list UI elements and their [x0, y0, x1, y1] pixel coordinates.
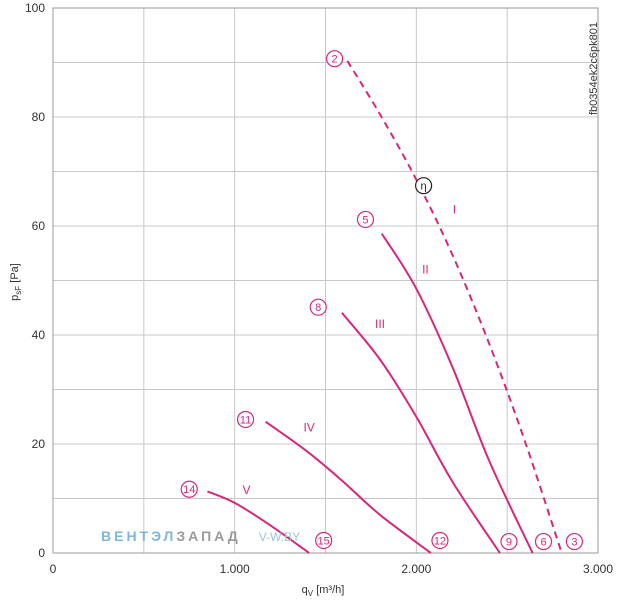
y-tick-label: 60	[32, 219, 46, 233]
y-tick-label: 100	[25, 1, 45, 15]
marker-8: 8	[309, 298, 327, 316]
marker-eta: η	[415, 177, 433, 195]
marker-label: 8	[315, 302, 321, 314]
marker-circle	[236, 410, 255, 429]
marker-circle	[500, 532, 518, 551]
marker-label: 12	[434, 535, 446, 547]
marker-5: 5	[356, 210, 375, 229]
curves	[207, 60, 563, 554]
grid	[53, 8, 598, 553]
y-tick-label: 0	[38, 546, 45, 560]
watermark-part3: V-W.BY	[259, 530, 300, 544]
curve-i	[346, 60, 563, 554]
marker-12: 12	[431, 531, 449, 550]
marker-15: 15	[315, 531, 333, 550]
marker-circle	[356, 210, 375, 229]
marker-label: 6	[540, 537, 546, 549]
marker-circle	[565, 532, 583, 551]
marker-circle	[325, 50, 344, 68]
marker-circle	[309, 298, 327, 316]
x-tick-label: 1.000	[220, 562, 250, 576]
marker-6: 6	[534, 532, 553, 551]
marker-label: 9	[506, 537, 512, 549]
watermark-part1: ВЕНТЭЛ	[101, 528, 176, 544]
curve-ii	[380, 233, 534, 554]
marker-14: 14	[180, 480, 198, 498]
marker-9: 9	[500, 532, 518, 551]
y-tick-label: 40	[32, 328, 46, 342]
marker-circle	[534, 532, 553, 551]
marker-label: 2	[332, 54, 338, 66]
x-tick-label: 3.000	[583, 562, 613, 576]
y-tick-label: 80	[32, 110, 46, 124]
marker-circle	[415, 177, 433, 195]
curve-iii	[341, 312, 501, 554]
watermark: ВЕНТЭЛЗАПАД V-W.BY	[101, 528, 300, 544]
marker-2: 2	[325, 50, 344, 68]
plot-border	[52, 7, 599, 554]
series-label-iv: IV	[303, 421, 314, 435]
series-label-ii: II	[422, 263, 429, 277]
marker-circle	[431, 531, 449, 550]
marker-label: 15	[318, 535, 330, 547]
marker-label: 11	[240, 414, 251, 426]
marker-circle	[315, 531, 333, 550]
x-tick-label: 2.000	[401, 562, 431, 576]
tick-labels: 0 1.000 2.000 3.000 0 20 40 60 80 100	[25, 1, 613, 576]
x-axis-label: qV [m³/h]	[302, 584, 345, 598]
watermark-part2: ЗАПАД	[176, 528, 240, 544]
markers: 2 η 5 8 11 14 15 12 9 6 3	[180, 50, 583, 551]
marker-label: 3	[571, 537, 577, 549]
drawing-code: fb0354ek2c6pk801	[588, 22, 600, 115]
marker-11: 11	[236, 410, 255, 429]
curve-iv	[265, 420, 432, 554]
marker-label: 5	[362, 214, 368, 226]
x-tick-label: 0	[50, 562, 57, 576]
marker-circle	[180, 480, 198, 498]
marker-label: η	[421, 181, 427, 193]
series-label-v: V	[242, 483, 250, 497]
marker-label: 14	[183, 484, 195, 496]
y-axis-label: psF [Pa]	[9, 263, 23, 301]
y-tick-label: 20	[32, 437, 46, 451]
series-label-iii: III	[375, 317, 385, 331]
curve-v	[207, 490, 310, 554]
series-label-i: I	[453, 203, 456, 217]
marker-3: 3	[565, 532, 583, 551]
